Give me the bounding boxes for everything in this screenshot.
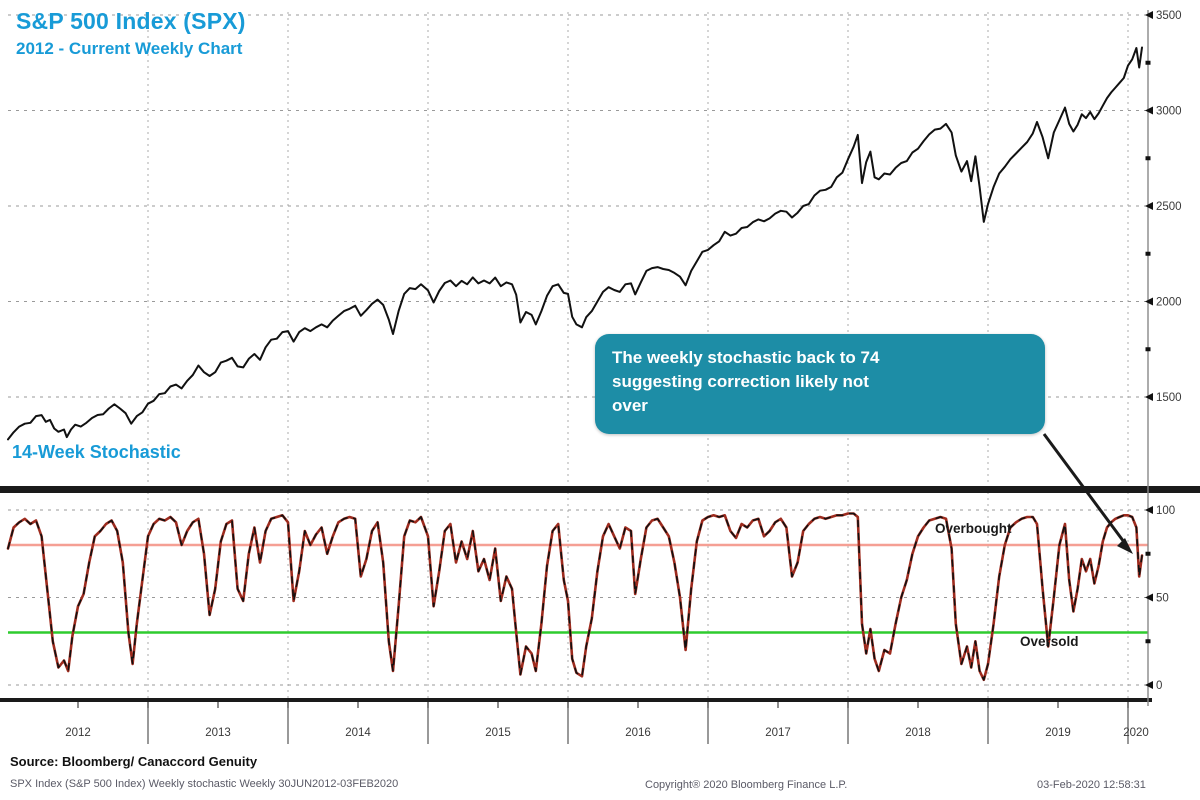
annotation-callout: The weekly stochastic back to 74 suggest…	[595, 334, 1045, 434]
svg-text:1500: 1500	[1156, 392, 1182, 404]
callout-line-3: over	[612, 395, 648, 415]
svg-text:3000: 3000	[1156, 106, 1182, 118]
svg-text:2000: 2000	[1156, 297, 1182, 309]
svg-text:50: 50	[1156, 593, 1169, 605]
svg-text:2012: 2012	[65, 727, 91, 739]
svg-text:2015: 2015	[485, 727, 511, 739]
oversold-label: Oversold	[1020, 634, 1079, 649]
svg-text:2500: 2500	[1156, 201, 1182, 213]
svg-text:2018: 2018	[905, 727, 931, 739]
overbought-label: Overbought	[935, 521, 1012, 536]
svg-text:0: 0	[1156, 680, 1162, 692]
stochastic-panel-title: 14-Week Stochastic	[12, 442, 181, 462]
svg-text:2017: 2017	[765, 727, 791, 739]
svg-text:2019: 2019	[1045, 727, 1071, 739]
svg-text:100: 100	[1156, 505, 1175, 517]
callout-line-2: suggesting correction likely not	[612, 371, 869, 391]
footer-timestamp: 03-Feb-2020 12:58:31	[1037, 779, 1146, 791]
svg-text:2013: 2013	[205, 727, 231, 739]
footer-meta: SPX Index (S&P 500 Index) Weekly stochas…	[10, 778, 399, 790]
svg-text:2014: 2014	[345, 727, 371, 739]
svg-text:2020: 2020	[1123, 727, 1149, 739]
page-title: S&P 500 Index (SPX)	[16, 8, 246, 34]
page-subtitle: 2012 - Current Weekly Chart	[16, 39, 243, 58]
footer-copyright: Copyright® 2020 Bloomberg Finance L.P.	[645, 779, 848, 791]
callout-line-1: The weekly stochastic back to 74	[612, 348, 880, 367]
footer-source: Source: Bloomberg/ Canaccord Genuity	[10, 754, 258, 769]
svg-text:3500: 3500	[1156, 10, 1182, 22]
svg-text:2016: 2016	[625, 727, 651, 739]
